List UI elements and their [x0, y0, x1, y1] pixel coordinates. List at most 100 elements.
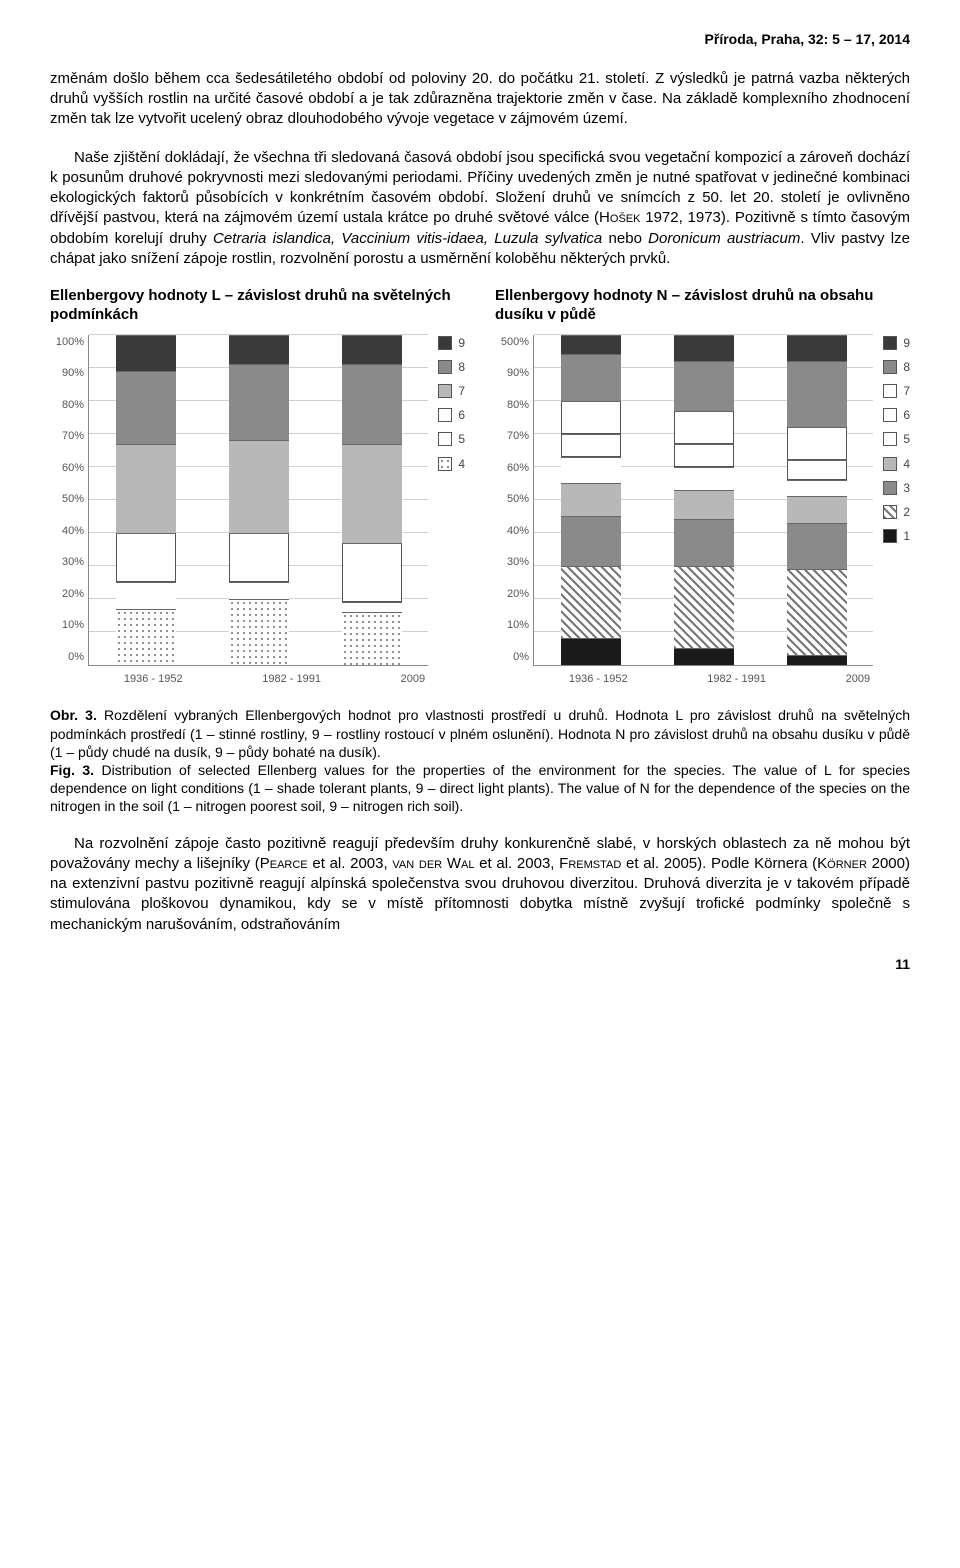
legend-label: 7: [458, 383, 465, 399]
legend-swatch: [438, 360, 452, 374]
chart-L-yaxis: 100%90%80%70%60%50%40%30%20%10%0%: [50, 335, 88, 665]
p3-sc2: van der: [392, 855, 442, 872]
legend-label: 8: [458, 359, 465, 375]
legend-swatch: [883, 457, 897, 471]
legend-item: 1: [883, 528, 910, 544]
bar-segment: [229, 582, 289, 599]
bar: [674, 335, 734, 665]
p3-e: et al. 2005). Podle Körnera (K: [621, 855, 827, 872]
legend-swatch: [438, 408, 452, 422]
bar-segment: [229, 533, 289, 583]
x-label: 1936 - 1952: [124, 672, 183, 687]
p3-d: et al. 2003, F: [474, 855, 568, 872]
bar-segment: [674, 648, 734, 665]
bar-segment: [342, 543, 402, 602]
bar-segment: [787, 480, 847, 497]
bar-segment: [342, 335, 402, 365]
bar-segment: [116, 533, 176, 583]
x-label: 1936 - 1952: [569, 672, 628, 687]
x-label: 2009: [846, 672, 870, 687]
p2-c: nebo: [602, 230, 648, 247]
legend-item: 7: [438, 383, 465, 399]
bar-segment: [116, 582, 176, 608]
legend-item: 3: [883, 480, 910, 496]
bar-segment: [674, 361, 734, 411]
legend-swatch: [438, 432, 452, 446]
legend-item: 4: [883, 456, 910, 472]
bar-segment: [674, 490, 734, 520]
bar-segment: [561, 638, 621, 664]
legend-swatch: [883, 529, 897, 543]
bar-segment: [674, 519, 734, 565]
legend-item: 5: [883, 431, 910, 447]
legend-item: 4: [438, 456, 465, 472]
legend-label: 8: [903, 359, 910, 375]
p2-sc1: ošek: [610, 209, 641, 226]
legend-swatch: [438, 384, 452, 398]
legend-label: 2: [903, 504, 910, 520]
charts-figure: Ellenbergovy hodnoty L – závislost druhů…: [50, 287, 910, 686]
legend-label: 4: [903, 456, 910, 472]
bar-segment: [674, 335, 734, 361]
bar: [229, 335, 289, 665]
bar-segment: [229, 599, 289, 665]
legend-label: 3: [903, 480, 910, 496]
legend-item: 6: [438, 407, 465, 423]
chart-L-legend: 9 8 7 6 5 4: [438, 335, 465, 472]
chart-N-xaxis: 1936 - 1952 1982 - 1991 2009: [529, 672, 910, 687]
bar-segment: [787, 523, 847, 569]
bar-segment: [116, 444, 176, 533]
bar-segment: [674, 566, 734, 649]
legend-swatch: [883, 336, 897, 350]
caption-cz-label: Obr. 3.: [50, 707, 97, 723]
bar-segment: [787, 496, 847, 522]
legend-swatch: [883, 360, 897, 374]
bar-segment: [116, 335, 176, 371]
paragraph-2: Naše zjištění dokládají, že všechna tři …: [50, 148, 910, 270]
bar-segment: [561, 457, 621, 483]
bar-segment: [342, 364, 402, 443]
chart-N-plot: [533, 335, 873, 666]
p3-sc1: earce: [270, 855, 308, 872]
legend-item: 2: [883, 504, 910, 520]
p3-sc5: örner: [827, 855, 867, 872]
bar-segment: [787, 569, 847, 655]
p3-c: W: [442, 855, 461, 872]
chart-L: Ellenbergovy hodnoty L – závislost druhů…: [50, 287, 465, 686]
bar-segment: [787, 460, 847, 480]
page-number: 11: [50, 955, 910, 974]
legend-item: 9: [438, 335, 465, 351]
legend-label: 9: [903, 335, 910, 351]
legend-label: 5: [903, 431, 910, 447]
bar-segment: [561, 516, 621, 566]
chart-L-xaxis: 1936 - 19521982 - 19912009: [84, 672, 465, 687]
bar-segment: [342, 602, 402, 612]
x-label: 1982 - 1991: [707, 672, 766, 687]
chart-L-title: Ellenbergovy hodnoty L – závislost druhů…: [50, 287, 465, 325]
bar-segment: [561, 434, 621, 457]
bar-segment: [116, 371, 176, 444]
legend-label: 1: [903, 528, 910, 544]
bar: [342, 335, 402, 665]
legend-swatch: [883, 505, 897, 519]
legend-swatch: [883, 384, 897, 398]
bar-segment: [674, 467, 734, 490]
legend-label: 6: [903, 407, 910, 423]
bar-segment: [342, 444, 402, 543]
paragraph-1: změnám došlo během cca šedesátiletého ob…: [50, 69, 910, 130]
bar: [561, 335, 621, 665]
chart-N-yaxis: 500%90%80%70%60%50%40%30%20%10%0%: [495, 335, 533, 665]
bar-segment: [561, 483, 621, 516]
x-label: 2009: [401, 672, 425, 687]
legend-item: 7: [883, 383, 910, 399]
chart-N-legend: 9 8 7 6 5 4 3 2 1: [883, 335, 910, 545]
bar-segment: [787, 361, 847, 427]
bar-segment: [229, 335, 289, 365]
p3-b: et al. 2003,: [308, 855, 393, 872]
chart-N: Ellenbergovy hodnoty N – závislost druhů…: [495, 287, 910, 686]
p2-it: Cetraria islandica, Vaccinium vitis-idae…: [213, 230, 602, 247]
p3-sc3: al: [461, 855, 474, 872]
legend-item: 9: [883, 335, 910, 351]
legend-swatch: [883, 432, 897, 446]
legend-label: 5: [458, 431, 465, 447]
